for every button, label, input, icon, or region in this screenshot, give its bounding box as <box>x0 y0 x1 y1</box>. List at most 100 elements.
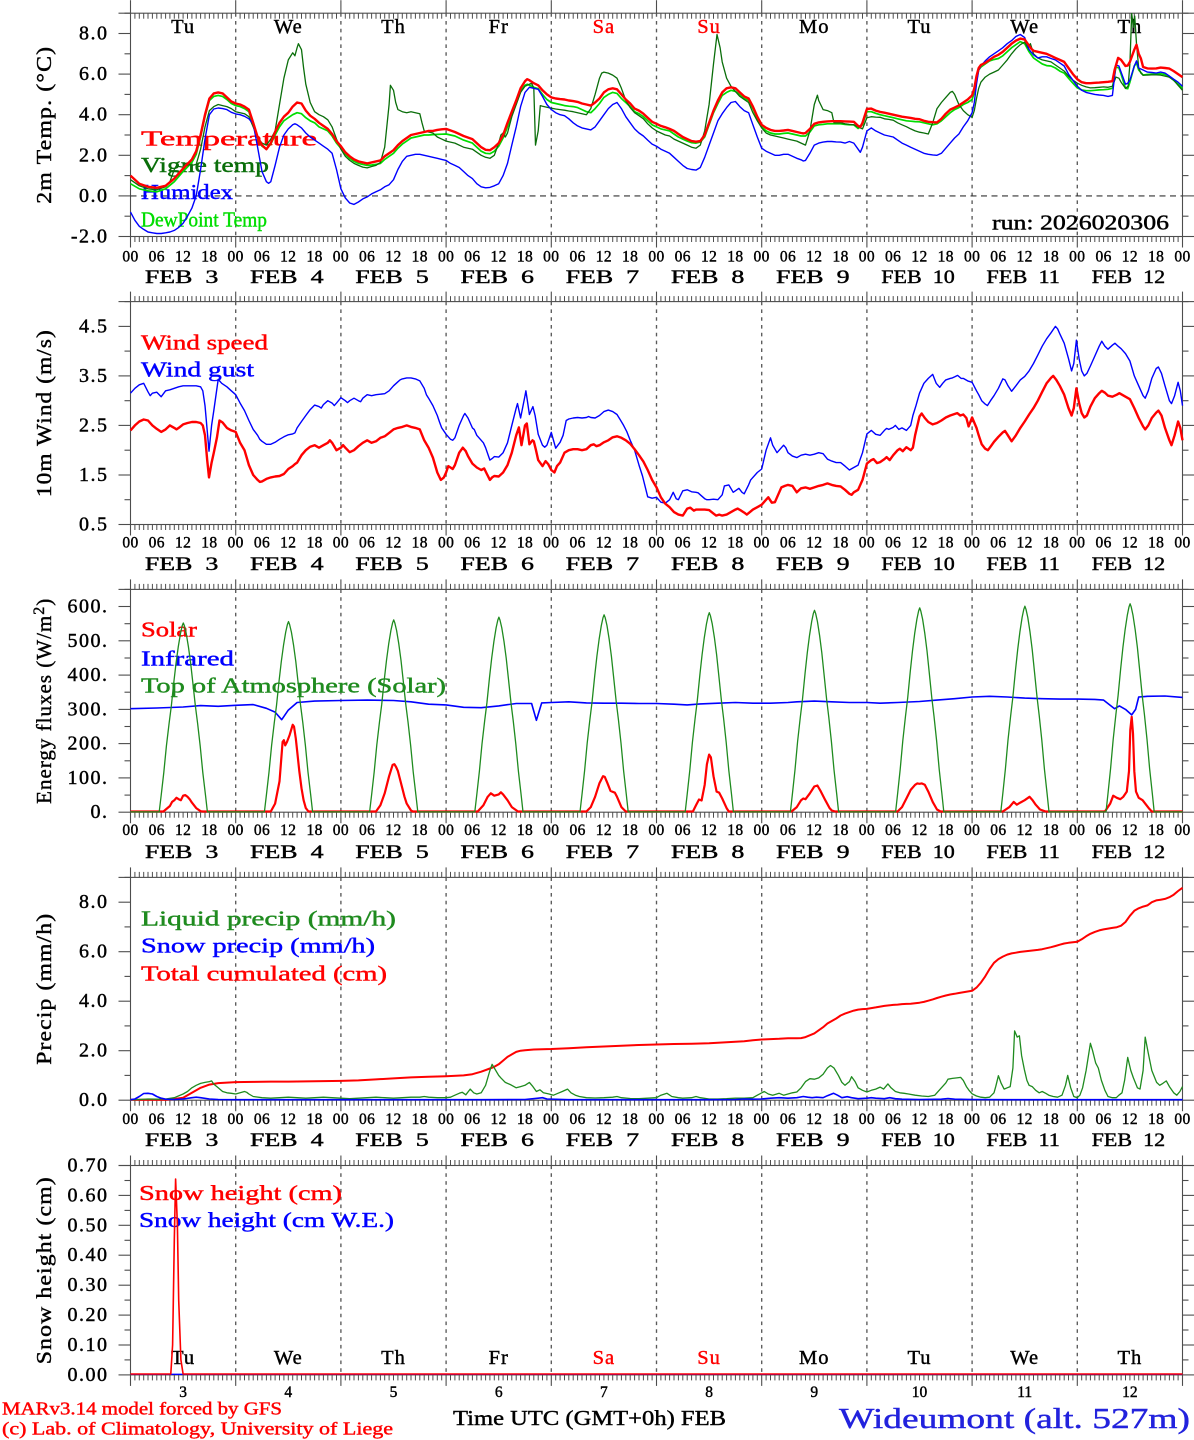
svg-text:12: 12 <box>911 535 927 552</box>
svg-text:200.: 200. <box>68 733 109 755</box>
svg-text:400.: 400. <box>68 664 109 686</box>
svg-text:Total cumulated (cm): Total cumulated (cm) <box>141 961 387 985</box>
svg-text:We: We <box>274 1347 303 1369</box>
svg-text:12: 12 <box>701 1111 717 1128</box>
svg-text:18: 18 <box>832 1111 848 1128</box>
svg-text:18: 18 <box>306 822 322 839</box>
svg-text:Snow precip (mm/h): Snow precip (mm/h) <box>141 933 375 957</box>
svg-text:8.0: 8.0 <box>79 891 109 913</box>
svg-text:2.0: 2.0 <box>79 1040 109 1062</box>
svg-text:FEB 3: FEB 3 <box>145 1130 219 1151</box>
svg-text:12: 12 <box>911 822 927 839</box>
svg-text:FEB 6: FEB 6 <box>460 1130 534 1151</box>
svg-text:4.0: 4.0 <box>79 104 109 126</box>
svg-text:0.0: 0.0 <box>79 1089 109 1111</box>
svg-text:Vigne temp: Vigne temp <box>141 153 269 177</box>
svg-text:Snow height (cm W.E.): Snow height (cm W.E.) <box>139 1208 394 1232</box>
svg-text:18: 18 <box>727 1111 743 1128</box>
svg-text:12: 12 <box>385 1111 401 1128</box>
svg-text:18: 18 <box>412 535 428 552</box>
svg-text:12: 12 <box>175 822 191 839</box>
svg-text:FEB 5: FEB 5 <box>355 267 429 288</box>
svg-text:06: 06 <box>1095 1111 1111 1128</box>
svg-text:12: 12 <box>596 249 612 266</box>
svg-text:00: 00 <box>122 249 138 266</box>
svg-text:12: 12 <box>280 535 296 552</box>
svg-text:FEB 8: FEB 8 <box>671 267 745 288</box>
svg-text:06: 06 <box>359 822 375 839</box>
svg-text:06: 06 <box>464 822 480 839</box>
svg-text:00: 00 <box>859 1111 875 1128</box>
svg-text:12: 12 <box>491 822 507 839</box>
svg-text:06: 06 <box>885 535 901 552</box>
svg-text:0.30: 0.30 <box>68 1274 109 1296</box>
svg-text:00: 00 <box>1069 535 1085 552</box>
svg-text:FEB 3: FEB 3 <box>145 842 219 863</box>
svg-text:12: 12 <box>596 535 612 552</box>
svg-text:Su: Su <box>697 16 721 38</box>
svg-text:4.0: 4.0 <box>79 990 109 1012</box>
svg-text:12: 12 <box>175 249 191 266</box>
svg-text:12: 12 <box>1017 249 1033 266</box>
svg-text:0.20: 0.20 <box>68 1304 109 1326</box>
svg-text:00: 00 <box>228 1111 244 1128</box>
svg-text:0.10: 0.10 <box>68 1334 109 1356</box>
svg-text:00: 00 <box>1174 822 1190 839</box>
svg-text:10: 10 <box>912 1384 928 1401</box>
svg-text:Sa: Sa <box>593 16 616 38</box>
svg-text:2.0: 2.0 <box>79 144 109 166</box>
svg-text:Tu: Tu <box>171 16 195 38</box>
svg-text:06: 06 <box>675 535 691 552</box>
svg-text:12: 12 <box>1017 1111 1033 1128</box>
svg-text:Solar: Solar <box>141 617 197 641</box>
svg-text:06: 06 <box>675 1111 691 1128</box>
svg-text:Sa: Sa <box>593 1347 616 1369</box>
svg-text:FEB 4: FEB 4 <box>250 842 324 863</box>
svg-text:100.: 100. <box>68 767 109 789</box>
svg-text:06: 06 <box>990 535 1006 552</box>
svg-text:18: 18 <box>622 535 638 552</box>
svg-text:00: 00 <box>1069 1111 1085 1128</box>
svg-text:00: 00 <box>333 822 349 839</box>
svg-text:18: 18 <box>517 249 533 266</box>
svg-text:12: 12 <box>280 1111 296 1128</box>
svg-text:500.: 500. <box>68 630 109 652</box>
svg-text:18: 18 <box>1043 822 1059 839</box>
svg-text:Tu: Tu <box>171 1347 195 1369</box>
svg-text:12: 12 <box>806 535 822 552</box>
svg-text:06: 06 <box>464 535 480 552</box>
svg-text:9: 9 <box>810 1384 818 1401</box>
svg-text:12: 12 <box>911 249 927 266</box>
svg-text:-2.0: -2.0 <box>71 226 109 248</box>
svg-text:06: 06 <box>990 1111 1006 1128</box>
svg-text:06: 06 <box>149 1111 165 1128</box>
svg-text:18: 18 <box>1148 249 1164 266</box>
svg-text:18: 18 <box>938 249 954 266</box>
svg-text:FEB 9: FEB 9 <box>776 554 850 575</box>
svg-text:6: 6 <box>495 1384 503 1401</box>
svg-text:00: 00 <box>543 535 559 552</box>
svg-text:18: 18 <box>517 822 533 839</box>
svg-text:00: 00 <box>964 822 980 839</box>
svg-text:Snow height (cm): Snow height (cm) <box>139 1181 342 1205</box>
svg-text:Snow height (cm): Snow height (cm) <box>32 1176 56 1364</box>
svg-text:18: 18 <box>727 822 743 839</box>
svg-text:00: 00 <box>122 822 138 839</box>
svg-text:FEB 11: FEB 11 <box>986 842 1060 863</box>
svg-text:0.70: 0.70 <box>68 1155 109 1177</box>
svg-text:12: 12 <box>385 535 401 552</box>
svg-text:Time UTC (GMT+0h) FEB: Time UTC (GMT+0h) FEB <box>453 1406 726 1430</box>
svg-text:00: 00 <box>648 822 664 839</box>
svg-text:4.5: 4.5 <box>79 315 109 337</box>
svg-text:12: 12 <box>596 822 612 839</box>
svg-text:12: 12 <box>491 535 507 552</box>
svg-text:Precip (mm/h): Precip (mm/h) <box>32 913 56 1065</box>
svg-text:06: 06 <box>1095 249 1111 266</box>
svg-text:00: 00 <box>228 822 244 839</box>
svg-text:12: 12 <box>806 822 822 839</box>
svg-text:00: 00 <box>964 249 980 266</box>
svg-text:06: 06 <box>675 822 691 839</box>
svg-text:Liquid precip (mm/h): Liquid precip (mm/h) <box>141 906 396 930</box>
svg-text:06: 06 <box>990 249 1006 266</box>
svg-text:00: 00 <box>228 249 244 266</box>
